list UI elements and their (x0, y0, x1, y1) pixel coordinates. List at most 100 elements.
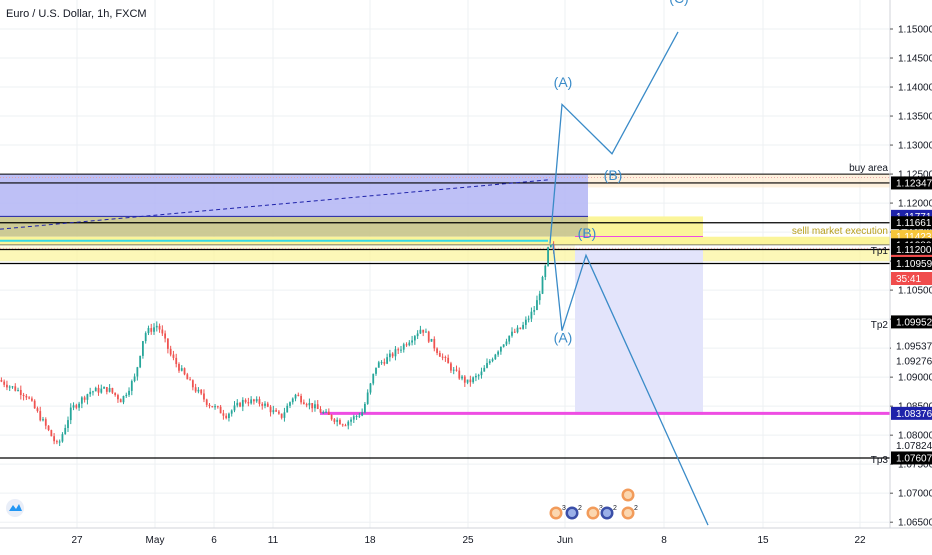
candle-body (408, 342, 411, 346)
candle-body (33, 400, 36, 409)
candle-body (119, 399, 122, 403)
candle-body (466, 379, 469, 383)
candle-body (219, 406, 222, 414)
time-tick-label: 11 (268, 535, 279, 546)
tp1-zone (0, 249, 890, 262)
candle-body (178, 364, 180, 371)
candle-body (64, 427, 67, 435)
candle-body (469, 379, 472, 383)
price-tag-box (891, 256, 932, 270)
candle-body (477, 375, 480, 377)
candle-body (189, 379, 191, 381)
candle-body (80, 397, 83, 404)
candle-body (236, 402, 239, 406)
candle-body (169, 348, 172, 355)
candle-body (505, 341, 508, 345)
price-tick-label: 1.13500 (898, 112, 932, 123)
price-tick-label: 1.13000 (898, 141, 932, 152)
wave-down-path (552, 243, 709, 526)
candle-body (78, 403, 80, 408)
candle-body (516, 327, 519, 333)
price-tag-label: 35:41 (896, 274, 921, 285)
candle-body (261, 403, 264, 406)
candle-body (383, 362, 386, 364)
event-badge[interactable]: 2 (599, 505, 617, 521)
candle-body (255, 399, 258, 402)
candle-body (214, 406, 216, 408)
price-tick-label: 1.07500 (898, 460, 932, 471)
buy-zone-extension (588, 174, 890, 188)
candle-body (125, 394, 128, 397)
price-tick-label: 1.10500 (898, 286, 932, 297)
candle-body (547, 247, 549, 266)
candle-body (264, 403, 266, 406)
price-tag-box (891, 438, 932, 452)
sell-band (0, 244, 575, 250)
candle-body (358, 415, 361, 417)
candle-body (186, 374, 189, 380)
event-badge[interactable]: 2 (564, 505, 582, 521)
time-tick-label: 8 (661, 535, 667, 546)
candle-body (86, 394, 89, 400)
candle-body (247, 402, 250, 404)
candle-body (339, 419, 341, 425)
candle-body (150, 328, 153, 332)
candle-body (8, 386, 11, 388)
candle-body (11, 386, 14, 388)
candle-body (130, 381, 133, 391)
candles (0, 241, 555, 447)
price-tag-label: 1.11661 (896, 218, 932, 229)
candle-body (31, 398, 33, 401)
price-tag-label: 1.11423 (896, 232, 932, 243)
candle-body (291, 398, 294, 403)
candle-body (327, 411, 330, 415)
candle-body (297, 394, 300, 396)
candle-body (533, 310, 536, 312)
price-tag-label: 1.10959 (896, 259, 932, 270)
candle-body (277, 411, 280, 414)
candle-body (136, 367, 139, 377)
candle-body (458, 370, 461, 379)
candle-body (300, 395, 302, 403)
price-tag: 1.12347 (891, 176, 932, 190)
event-badge[interactable]: 3 (548, 505, 566, 521)
time-tick-label: Jun (557, 535, 573, 546)
event-badge[interactable]: 2 (620, 505, 638, 521)
price-axis[interactable]: 1.15000 1.14500 1.14000 1.13500 1.13000 1.125… (889, 0, 932, 550)
annotations: buy area selll market execution Tp1 Tp2 Tp3 (6, 163, 888, 517)
candle-body (72, 405, 75, 408)
time-axis[interactable]: 27 May 6 11 18 25 Jun 8 15 22 (0, 527, 932, 546)
candle-body (325, 411, 327, 413)
candle-body (361, 412, 364, 416)
price-tag-label: 1.07607 (896, 453, 932, 464)
candle-body (527, 318, 530, 320)
tp2-label: Tp2 (871, 320, 889, 331)
candle-body (58, 441, 61, 443)
event-count: 2 (613, 505, 617, 512)
candle-body (25, 395, 28, 398)
candle-body (117, 395, 119, 400)
zones (0, 174, 890, 415)
wave-label: (A) (554, 74, 573, 90)
candle-body (450, 363, 452, 371)
wave-label: (B) (578, 225, 597, 241)
candle-body (319, 409, 322, 413)
candle-body (55, 441, 58, 443)
event-count: 2 (634, 505, 638, 512)
candle-body (397, 349, 400, 351)
price-tick-label: 1.08000 (898, 431, 932, 442)
candle-body (22, 394, 25, 396)
candle-body (147, 328, 150, 334)
event-icon-inner (624, 509, 632, 517)
candle-body (228, 413, 230, 419)
candle-body (499, 346, 502, 352)
candle-body (480, 371, 483, 376)
candle-body (108, 387, 111, 392)
candle-body (153, 327, 155, 332)
candle-body (166, 338, 169, 349)
candle-body (180, 368, 183, 371)
price-tag-box (891, 315, 932, 329)
